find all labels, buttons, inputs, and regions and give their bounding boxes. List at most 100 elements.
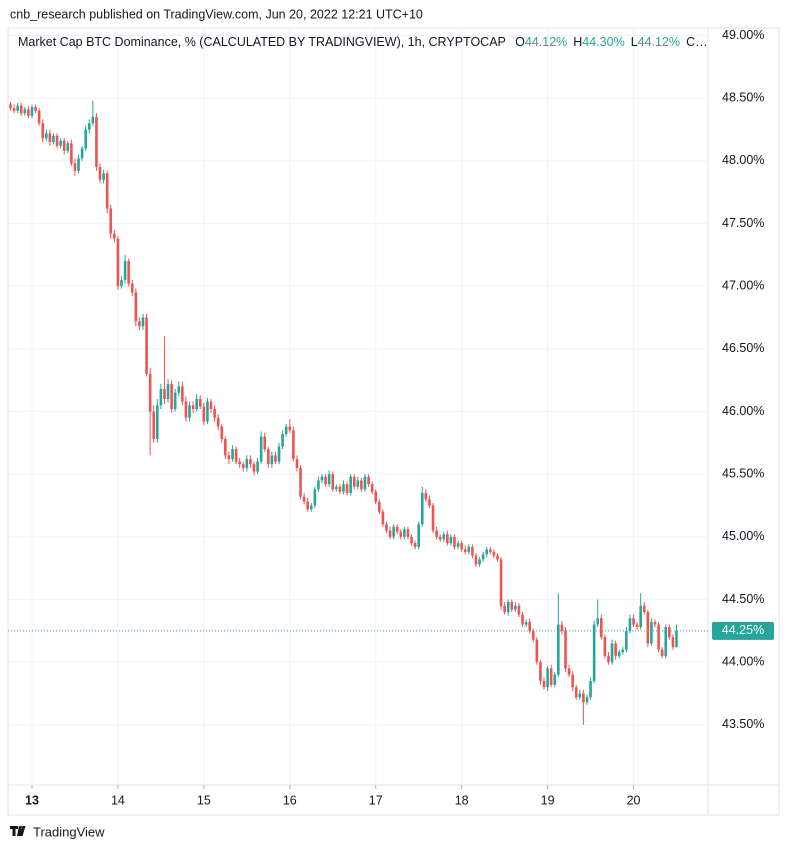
y-tick-label: 46.00% (722, 404, 764, 418)
y-tick-label: 47.00% (722, 278, 764, 292)
ohlc-value: 44.30% (582, 35, 624, 49)
candle-body (442, 534, 446, 540)
candle-body (578, 693, 582, 698)
candle-body (410, 536, 413, 544)
candle-body (12, 108, 16, 111)
candle-body (256, 461, 259, 472)
ohlc-key: L (631, 35, 638, 49)
candle-body (460, 543, 463, 550)
candle-body (37, 110, 41, 124)
candle-body (413, 543, 417, 547)
candle-body (428, 499, 431, 506)
candle-body (216, 417, 220, 427)
candle-body (127, 261, 130, 284)
candle-body (510, 602, 514, 610)
candle-body (173, 392, 177, 410)
candle-body (134, 292, 138, 322)
candle-body (599, 618, 603, 638)
candle-body (585, 697, 589, 703)
candle-body (557, 624, 560, 675)
candle-body (531, 630, 535, 640)
candle-body (48, 133, 52, 143)
candles (9, 100, 678, 725)
candle-body (625, 630, 628, 650)
candle-body (496, 555, 499, 560)
candle-body (30, 106, 34, 116)
ohlc-key: O (515, 35, 525, 49)
candle-body (499, 559, 503, 606)
y-tick-label: 49.00% (722, 28, 764, 42)
candle-body (546, 668, 549, 688)
candle-body (420, 492, 424, 525)
candle-body (360, 480, 363, 490)
footer-brand: TradingView (33, 824, 105, 839)
candle-body (123, 261, 127, 280)
candle-body (320, 476, 324, 481)
candle-body (417, 524, 420, 547)
candle-body (463, 549, 467, 552)
candle-body (91, 116, 95, 124)
candle-body (62, 140, 66, 151)
candle-body (23, 109, 27, 114)
candle-body (209, 401, 213, 410)
candle-body (342, 484, 345, 492)
logo-mark (10, 826, 26, 836)
tv-logo (10, 826, 26, 836)
candle-body (238, 461, 241, 465)
candle-body (635, 624, 639, 628)
y-tick-label: 43.50% (722, 717, 764, 731)
candle-body (299, 467, 302, 497)
candle-body (59, 140, 62, 146)
candle-body (227, 455, 231, 460)
candle-body (188, 405, 191, 418)
candle-body (292, 430, 295, 460)
y-tick-label: 45.00% (722, 529, 764, 543)
candle-body (524, 622, 528, 625)
candle-body (288, 426, 292, 431)
candle-body (471, 546, 474, 556)
candle-body (241, 464, 245, 468)
ohlc-key: C… (686, 35, 708, 49)
candle-body (267, 449, 270, 465)
candle-body (109, 208, 113, 234)
candle-body (145, 317, 148, 374)
candle-body (9, 104, 12, 109)
y-tick-label: 47.50% (722, 216, 764, 230)
candle-body (206, 401, 209, 422)
candle-body (141, 317, 145, 327)
candle-body (503, 605, 506, 613)
candle-body (274, 455, 277, 462)
candle-body (642, 605, 646, 613)
candle-body (170, 383, 173, 410)
candle-body (80, 148, 84, 159)
candle-body (571, 674, 574, 688)
candle-body (399, 531, 403, 537)
candle-body (560, 624, 564, 631)
candle-body (295, 459, 299, 468)
candle-body (614, 643, 617, 656)
candle-body (277, 446, 281, 462)
candle-body (77, 158, 80, 171)
candle-body (202, 406, 206, 422)
candle-body (156, 405, 159, 440)
candle-body (284, 426, 288, 435)
candle-body (181, 386, 184, 402)
x-tick-label: 20 (627, 793, 641, 807)
candle-body (245, 459, 249, 468)
candle-body (327, 474, 331, 485)
grid (8, 28, 708, 785)
candle-body (535, 639, 539, 663)
candle-body (159, 388, 163, 406)
candle-body (302, 496, 306, 502)
candle-body (98, 167, 102, 180)
candle-body (34, 106, 37, 111)
candle-body (621, 649, 625, 653)
candle-body (138, 321, 141, 327)
candle-body (617, 652, 621, 656)
candle-body (528, 622, 531, 631)
candle-body (474, 555, 478, 565)
candle-body (574, 687, 578, 698)
candle-body (603, 637, 607, 656)
candle-body (70, 143, 73, 164)
candle-body (306, 501, 309, 510)
